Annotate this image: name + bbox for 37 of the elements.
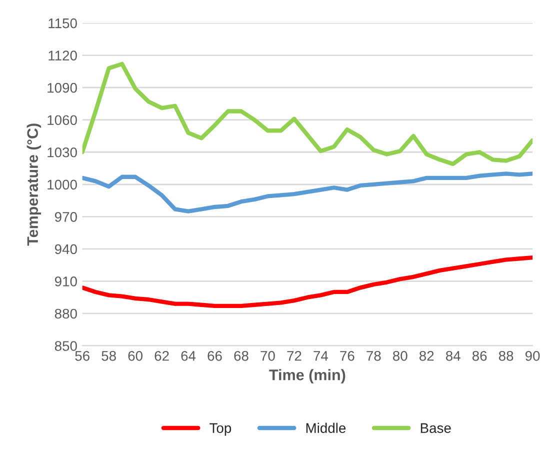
x-tick-label: 84 — [446, 350, 460, 361]
x-tick-label: 86 — [472, 350, 487, 361]
y-tick-label: 1060 — [48, 115, 77, 126]
legend-label: Base — [420, 423, 451, 433]
x-tick-label: 70 — [260, 350, 275, 361]
x-tick-label: 68 — [234, 350, 248, 361]
y-tick-label: 910 — [54, 276, 77, 286]
x-tick-label: 80 — [393, 350, 408, 361]
line-series — [82, 172, 533, 214]
x-tick-label: 82 — [419, 350, 434, 361]
y-tick-label: 1030 — [48, 147, 77, 158]
y-tick-label: 1120 — [48, 50, 77, 60]
y-tick-label: 940 — [54, 244, 77, 254]
y-tick-label: 850 — [54, 341, 77, 351]
x-tick-label: 88 — [498, 350, 514, 361]
x-tick-label: 62 — [154, 350, 169, 361]
x-tick-label: 78 — [366, 350, 381, 361]
line-series — [82, 255, 533, 308]
x-tick-label: 66 — [208, 350, 222, 361]
y-tick-label: 880 — [54, 308, 77, 319]
x-tick-label: 64 — [181, 350, 196, 361]
y-tick-label: 1150 — [48, 18, 77, 28]
y-tick-label: 1090 — [48, 82, 77, 93]
x-tick-label: 74 — [314, 351, 328, 361]
x-tick-label: 60 — [128, 350, 142, 361]
legend-label: Top — [210, 423, 232, 436]
x-tick-label: 58 — [102, 350, 116, 361]
x-tick-label: 56 — [75, 350, 90, 361]
y-axis-title: Temperature (°C) — [26, 124, 42, 246]
line-series — [82, 62, 533, 166]
x-tick-label: 72 — [287, 350, 302, 361]
y-tick-label: 970 — [54, 212, 77, 222]
legend-label: Middle — [306, 422, 346, 433]
x-tick-label: 76 — [340, 350, 354, 361]
x-axis-title: Time (min) — [269, 369, 346, 384]
x-tick-label: 90 — [525, 350, 540, 361]
y-tick-label: 1000 — [48, 180, 77, 190]
